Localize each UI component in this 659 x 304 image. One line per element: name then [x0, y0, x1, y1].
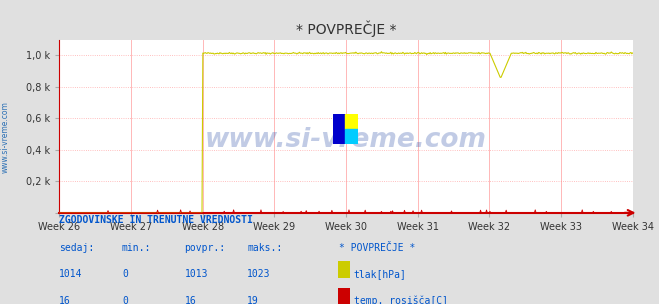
- Text: www.si-vreme.com: www.si-vreme.com: [205, 127, 487, 153]
- Text: 1023: 1023: [247, 269, 271, 279]
- Text: povpr.:: povpr.:: [185, 243, 225, 253]
- Bar: [333, 114, 345, 144]
- Text: 16: 16: [185, 296, 196, 304]
- Text: www.si-vreme.com: www.si-vreme.com: [1, 101, 10, 173]
- Title: * POVPREČJE *: * POVPREČJE *: [296, 20, 396, 37]
- Text: * POVPREČJE *: * POVPREČJE *: [339, 243, 416, 253]
- Text: tlak[hPa]: tlak[hPa]: [354, 269, 407, 279]
- Text: 16: 16: [59, 296, 71, 304]
- Bar: [345, 114, 358, 129]
- Text: maks.:: maks.:: [247, 243, 282, 253]
- Text: min.:: min.:: [122, 243, 152, 253]
- Text: ZGODOVINSKE IN TRENUTNE VREDNOSTI: ZGODOVINSKE IN TRENUTNE VREDNOSTI: [59, 216, 253, 226]
- Text: 19: 19: [247, 296, 259, 304]
- Text: temp. rosišča[C]: temp. rosišča[C]: [354, 295, 448, 304]
- Text: 1013: 1013: [185, 269, 208, 279]
- Text: 0: 0: [122, 269, 128, 279]
- Bar: [345, 129, 358, 144]
- Text: 0: 0: [122, 296, 128, 304]
- Text: 1014: 1014: [59, 269, 83, 279]
- Text: sedaj:: sedaj:: [59, 243, 94, 253]
